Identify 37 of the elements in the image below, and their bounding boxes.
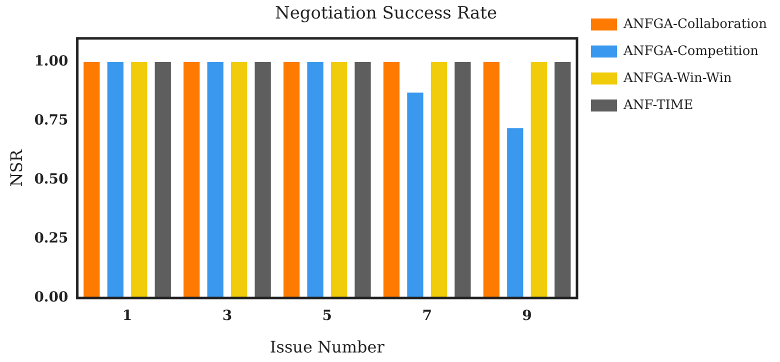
y-tick-label: 0.00	[34, 290, 69, 306]
bar	[207, 62, 224, 298]
bar	[330, 62, 348, 298]
bar	[530, 62, 547, 298]
x-tick-label: 9	[522, 308, 532, 324]
y-tick-label: 0.25	[34, 230, 68, 247]
legend-label: ANFGA-Win-Win	[622, 70, 732, 86]
bar	[307, 62, 324, 298]
bar	[383, 62, 400, 298]
bar	[507, 128, 524, 298]
y-tick-label: 0.50	[34, 172, 69, 188]
bar	[154, 62, 171, 298]
legend-label: ANFGA-Competition	[622, 44, 760, 59]
legend-label: ANFGA-Collaboration	[622, 16, 768, 32]
bar	[283, 62, 300, 298]
bar	[131, 62, 148, 298]
bar	[254, 62, 271, 298]
bar	[84, 62, 100, 298]
x-tick-label: 1	[122, 308, 132, 324]
y-tick-label: 0.75	[34, 112, 68, 129]
bar	[184, 62, 200, 298]
chart-title: Negotiation Success Rate	[274, 4, 498, 24]
bar	[430, 62, 448, 298]
x-tick-label: 3	[222, 308, 232, 324]
legend-label: ANF-TIME	[622, 98, 694, 113]
bar	[483, 62, 500, 298]
y-tick-label: 1.00	[34, 54, 69, 70]
bar	[231, 62, 248, 298]
x-axis-title: Issue Number	[270, 338, 385, 357]
bar	[407, 92, 424, 298]
bar	[554, 62, 571, 298]
bar	[454, 62, 471, 298]
x-tick-label: 5	[322, 308, 332, 324]
bar	[107, 62, 124, 298]
x-tick-label: 7	[422, 308, 432, 324]
y-axis-title: NSR	[6, 148, 26, 187]
bar	[354, 62, 371, 298]
